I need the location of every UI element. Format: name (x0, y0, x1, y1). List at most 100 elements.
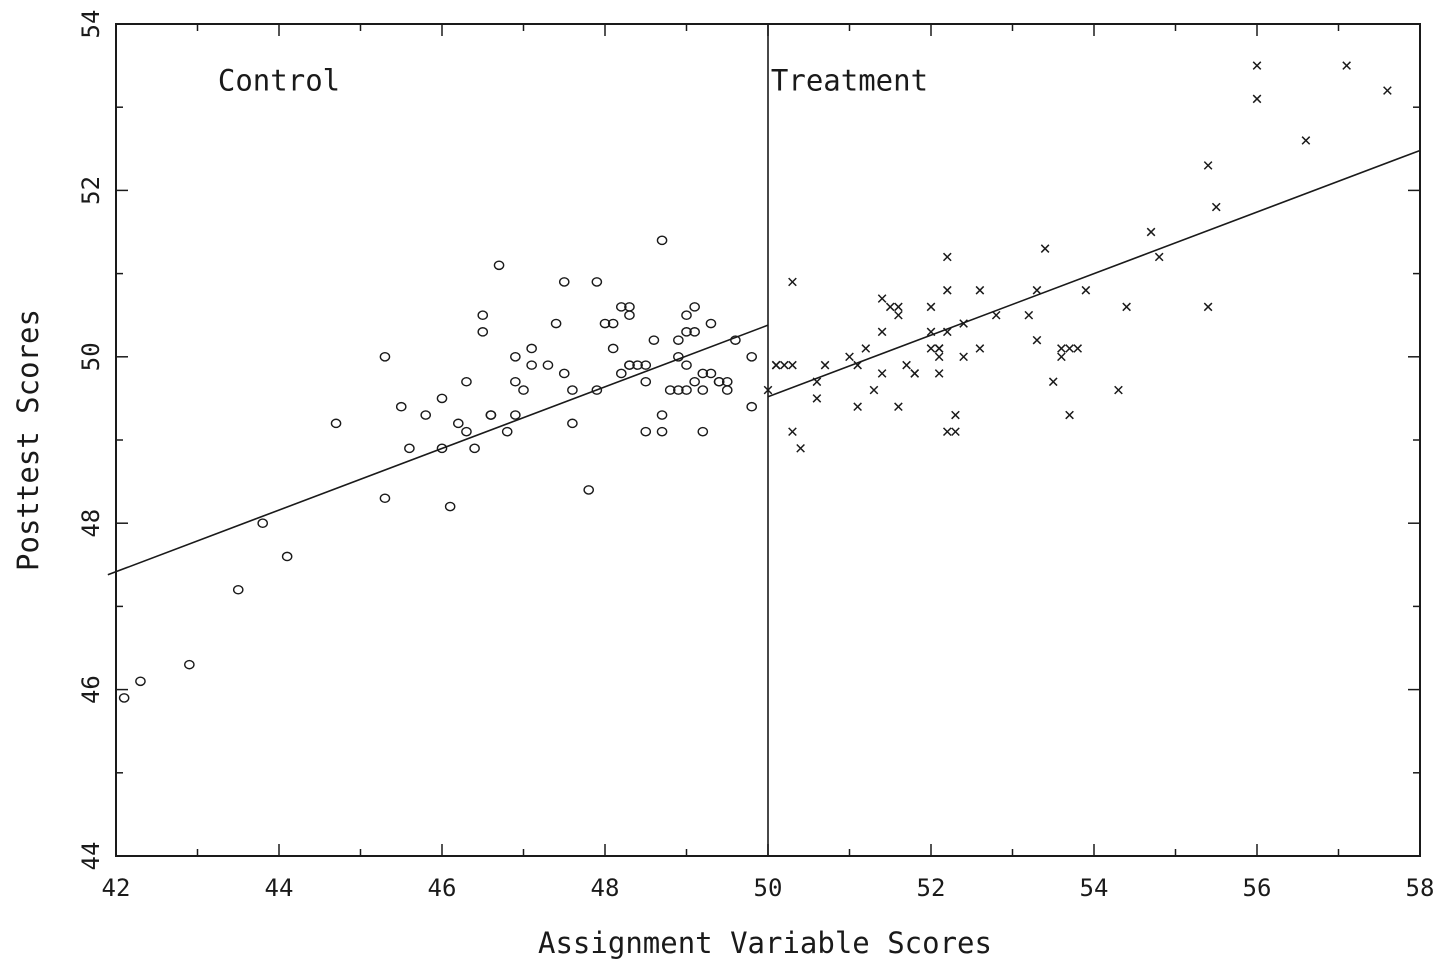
data-point (330, 418, 342, 429)
data-point (1122, 302, 1131, 312)
data-point (567, 418, 578, 429)
data-point (877, 369, 887, 378)
data-point (894, 402, 903, 412)
tick-marks (115, 23, 1421, 857)
data-point (713, 376, 725, 387)
data-point (1057, 352, 1066, 362)
x-tick-labels: 42 44 46 48 50 52 54 56 58 (102, 874, 1435, 902)
data-point (501, 426, 513, 437)
data-point (1252, 61, 1262, 70)
treatment-points (763, 61, 1392, 453)
data-point (1301, 136, 1311, 145)
x-tick-label: 56 (1243, 874, 1272, 902)
data-point (664, 385, 676, 395)
y-tick-label: 54 (77, 10, 105, 39)
data-point (135, 676, 146, 687)
data-point (591, 277, 603, 287)
data-point (1048, 377, 1058, 387)
data-point (845, 352, 854, 362)
data-point (558, 368, 570, 379)
data-point (436, 393, 448, 404)
x-tick-label: 52 (917, 874, 946, 902)
data-point (1114, 385, 1123, 395)
data-point (926, 302, 936, 312)
data-point (885, 302, 895, 312)
data-point (1154, 252, 1164, 262)
data-point (942, 285, 952, 295)
data-point (697, 426, 709, 437)
data-point (518, 385, 529, 395)
data-point (681, 385, 692, 395)
data-point (902, 360, 911, 370)
data-point (616, 302, 627, 312)
data-point (721, 385, 733, 395)
data-point (1065, 410, 1074, 420)
data-point (640, 426, 652, 437)
data-point (910, 369, 920, 378)
data-point (1203, 302, 1213, 312)
data-point (510, 410, 521, 420)
data-point (485, 410, 497, 420)
data-point (550, 318, 562, 329)
data-point (951, 427, 960, 437)
data-point (779, 360, 789, 370)
data-point (656, 235, 668, 246)
data-point (640, 376, 652, 387)
data-point (232, 584, 244, 595)
data-point (184, 659, 195, 670)
data-point (583, 485, 595, 495)
data-point (942, 252, 952, 262)
data-point (1211, 202, 1221, 212)
data-point (607, 318, 619, 329)
data-point (281, 551, 293, 562)
data-point (788, 360, 797, 370)
data-point (469, 443, 480, 454)
data-point (624, 310, 635, 321)
data-point (510, 376, 521, 387)
data-point (436, 443, 448, 454)
data-point (681, 310, 692, 321)
data-point (942, 327, 952, 337)
data-point (1252, 94, 1262, 104)
data-point (730, 335, 741, 345)
data-point (746, 351, 758, 362)
data-point (1383, 86, 1392, 95)
data-point (681, 327, 692, 337)
x-tick-label: 50 (754, 874, 783, 902)
data-point (697, 368, 709, 379)
data-point (746, 401, 758, 412)
x-tick-label: 54 (1080, 874, 1109, 902)
data-point (812, 394, 822, 403)
data-point (444, 501, 456, 512)
data-point (959, 352, 968, 362)
data-point (763, 385, 773, 395)
data-point (673, 385, 684, 395)
data-point (788, 427, 797, 437)
data-point (1040, 244, 1050, 253)
data-point (607, 343, 619, 354)
data-point (951, 410, 960, 420)
data-point (771, 360, 781, 370)
data-point (934, 369, 944, 378)
x-tick-label: 44 (265, 874, 294, 902)
data-point (648, 335, 660, 345)
y-axis-title: Posttest Scores (11, 309, 45, 571)
x-tick-label: 48 (591, 874, 620, 902)
data-point (640, 360, 652, 370)
control-points (118, 235, 758, 703)
data-point (257, 518, 269, 529)
data-point (697, 385, 709, 395)
data-point (853, 360, 862, 370)
data-point (975, 285, 985, 295)
data-point (689, 302, 700, 312)
data-point (942, 427, 952, 437)
data-point (1032, 335, 1042, 345)
data-point (705, 318, 717, 329)
data-point (681, 360, 692, 370)
x-tick-label: 46 (428, 874, 457, 902)
data-point (1057, 344, 1066, 353)
data-point (656, 410, 668, 420)
data-point (510, 351, 521, 362)
data-point (477, 310, 489, 321)
